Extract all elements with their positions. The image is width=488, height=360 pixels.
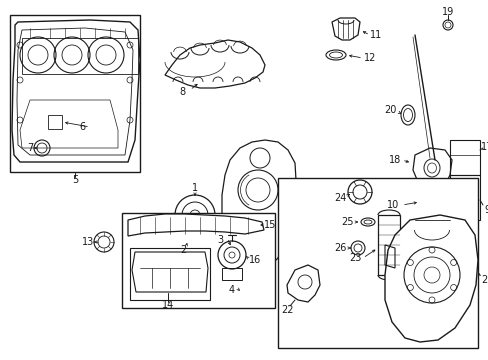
Text: 19: 19: [441, 7, 453, 17]
Bar: [48, 115, 62, 129]
Text: 2: 2: [180, 245, 186, 255]
Text: 3: 3: [217, 235, 223, 245]
Text: 8: 8: [179, 87, 184, 97]
Text: 7: 7: [27, 143, 33, 153]
Circle shape: [350, 241, 364, 255]
Bar: [22, 38, 138, 74]
Polygon shape: [12, 20, 140, 162]
Bar: [222, 268, 242, 280]
Text: 6: 6: [79, 122, 85, 132]
Polygon shape: [164, 40, 264, 88]
Text: 13: 13: [81, 237, 94, 247]
Text: 22: 22: [280, 305, 293, 315]
Text: 26: 26: [333, 243, 346, 253]
Bar: [10, 15, 140, 172]
Polygon shape: [222, 140, 295, 272]
Text: 1: 1: [192, 183, 198, 193]
Polygon shape: [128, 214, 264, 236]
Polygon shape: [184, 230, 197, 240]
Text: 5: 5: [72, 175, 78, 185]
Text: 12: 12: [363, 53, 375, 63]
Bar: [130, 248, 209, 300]
Text: 25: 25: [340, 217, 352, 227]
Text: 10: 10: [386, 200, 398, 210]
Text: 23: 23: [348, 253, 361, 263]
Text: 17: 17: [480, 142, 488, 152]
Text: 11: 11: [369, 30, 381, 40]
Circle shape: [347, 180, 371, 204]
Text: 24: 24: [333, 193, 346, 203]
Text: 9: 9: [483, 205, 488, 215]
Bar: [278, 178, 477, 348]
Circle shape: [218, 241, 245, 269]
Polygon shape: [286, 265, 319, 302]
Polygon shape: [331, 18, 359, 40]
Text: 15: 15: [263, 220, 276, 230]
Circle shape: [94, 232, 114, 252]
Polygon shape: [412, 148, 451, 188]
Text: 4: 4: [228, 285, 235, 295]
Text: 14: 14: [162, 300, 174, 310]
Text: 20: 20: [383, 105, 395, 115]
Bar: [377, 215, 399, 275]
Text: 16: 16: [248, 255, 261, 265]
Polygon shape: [384, 215, 477, 342]
Text: 21: 21: [480, 275, 488, 285]
Bar: [122, 213, 274, 308]
Text: 18: 18: [388, 155, 400, 165]
Polygon shape: [132, 252, 207, 292]
